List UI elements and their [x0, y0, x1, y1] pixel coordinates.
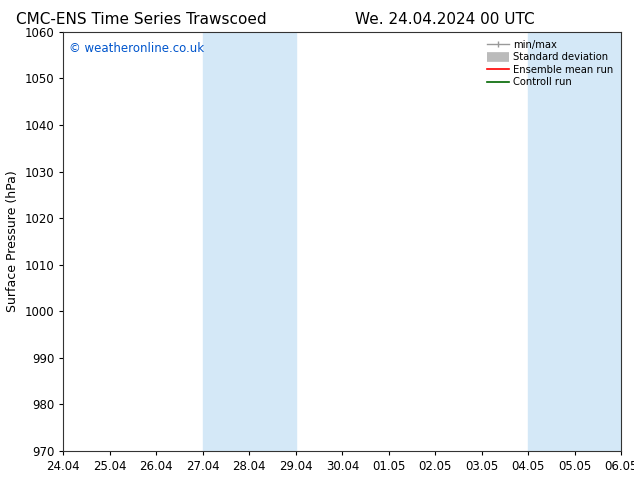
- Text: © weatheronline.co.uk: © weatheronline.co.uk: [69, 42, 204, 55]
- Text: CMC-ENS Time Series Trawscoed: CMC-ENS Time Series Trawscoed: [16, 12, 266, 27]
- Y-axis label: Surface Pressure (hPa): Surface Pressure (hPa): [6, 171, 19, 312]
- Bar: [203, 32, 296, 451]
- Text: We. 24.04.2024 00 UTC: We. 24.04.2024 00 UTC: [355, 12, 534, 27]
- Legend: min/max, Standard deviation, Ensemble mean run, Controll run: min/max, Standard deviation, Ensemble me…: [484, 37, 616, 90]
- Bar: [528, 32, 621, 451]
